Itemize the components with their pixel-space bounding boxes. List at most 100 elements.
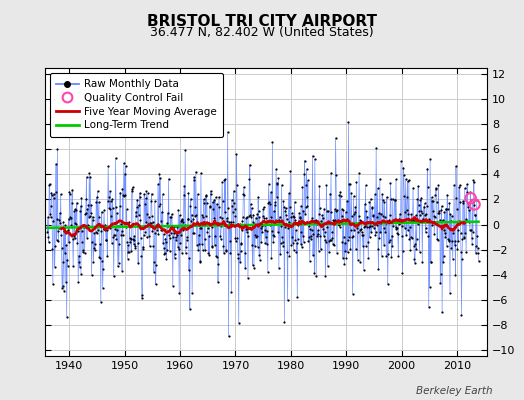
Point [103, 227, 111, 233]
Point [195, 241, 203, 248]
Point [360, 224, 368, 230]
Point [353, 222, 361, 228]
Point [93, 188, 102, 194]
Point [176, 240, 184, 246]
Point [323, 263, 332, 270]
Point [389, 223, 397, 230]
Point [250, 242, 259, 249]
Point [235, 223, 243, 229]
Point [140, 191, 148, 197]
Point [404, 210, 412, 217]
Point [237, 240, 245, 247]
Point [327, 170, 335, 176]
Point [412, 212, 420, 218]
Point [474, 244, 482, 251]
Point [375, 235, 384, 242]
Point [124, 249, 133, 256]
Point [304, 238, 312, 244]
Point [157, 227, 166, 233]
Point [254, 244, 262, 250]
Point [105, 206, 114, 212]
Point [445, 200, 454, 206]
Point [230, 200, 238, 206]
Point [378, 213, 387, 219]
Point [471, 201, 479, 208]
Point [51, 242, 59, 249]
Point [451, 242, 459, 248]
Point [202, 192, 211, 198]
Point [165, 175, 173, 182]
Point [81, 210, 90, 216]
Point [181, 222, 189, 228]
Point [119, 160, 128, 166]
Point [415, 208, 423, 214]
Point [223, 218, 232, 224]
Point [191, 213, 199, 220]
Point [223, 128, 232, 135]
Point [355, 170, 363, 177]
Point [111, 226, 119, 232]
Point [373, 221, 381, 228]
Point [231, 206, 239, 212]
Point [136, 190, 144, 196]
Point [307, 236, 315, 242]
Point [82, 174, 91, 180]
Point [51, 189, 60, 196]
Point [54, 224, 63, 231]
Point [430, 231, 439, 238]
Point [116, 189, 124, 196]
Point [345, 234, 353, 240]
Point [199, 246, 207, 253]
Point [473, 197, 481, 203]
Point [392, 225, 401, 231]
Point [285, 190, 293, 196]
Point [308, 215, 316, 221]
Point [255, 214, 264, 220]
Point [108, 204, 117, 211]
Point [474, 250, 482, 257]
Point [439, 253, 447, 260]
Point [458, 236, 466, 242]
Point [431, 185, 440, 191]
Point [139, 246, 147, 252]
Point [134, 240, 142, 246]
Point [127, 248, 135, 254]
Point [250, 264, 258, 271]
Point [310, 270, 319, 276]
Point [338, 206, 346, 212]
Point [156, 201, 164, 207]
Point [328, 229, 336, 236]
Point [258, 213, 267, 220]
Point [462, 249, 471, 256]
Point [431, 192, 440, 198]
Point [58, 282, 67, 289]
Point [305, 234, 313, 240]
Point [227, 289, 235, 296]
Point [379, 225, 388, 231]
Point [429, 198, 437, 204]
Point [466, 195, 475, 202]
Point [106, 225, 115, 231]
Point [135, 202, 143, 208]
Point [466, 189, 474, 196]
Point [389, 195, 397, 202]
Point [101, 222, 110, 228]
Point [107, 213, 116, 220]
Point [409, 218, 418, 224]
Point [81, 211, 89, 217]
Point [124, 242, 132, 248]
Point [231, 235, 239, 241]
Point [430, 213, 438, 219]
Point [56, 220, 64, 226]
Point [264, 268, 272, 275]
Point [227, 218, 235, 225]
Point [400, 225, 409, 231]
Point [463, 189, 472, 196]
Point [281, 223, 289, 230]
Point [369, 212, 377, 218]
Point [463, 181, 471, 188]
Point [249, 211, 258, 218]
Point [347, 190, 355, 196]
Point [83, 206, 92, 212]
Point [424, 304, 433, 310]
